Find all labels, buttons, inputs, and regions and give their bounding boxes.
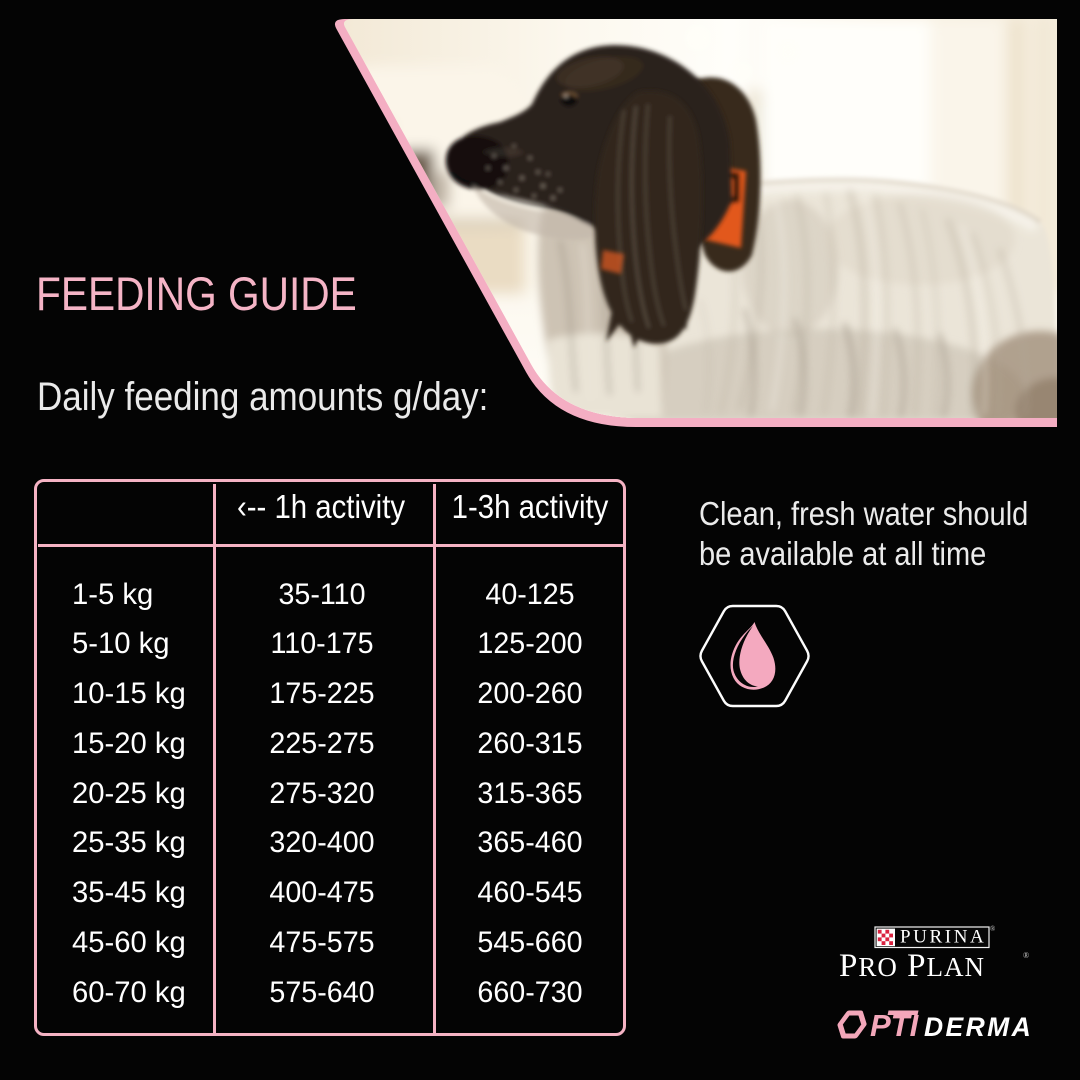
svg-text:DERMA: DERMA	[924, 1012, 1033, 1042]
svg-text:®: ®	[1023, 951, 1029, 960]
svg-text:®: ®	[990, 925, 996, 933]
svg-text:PRO PLAN: PRO PLAN	[839, 948, 985, 984]
svg-text:PURINA: PURINA	[900, 927, 986, 948]
